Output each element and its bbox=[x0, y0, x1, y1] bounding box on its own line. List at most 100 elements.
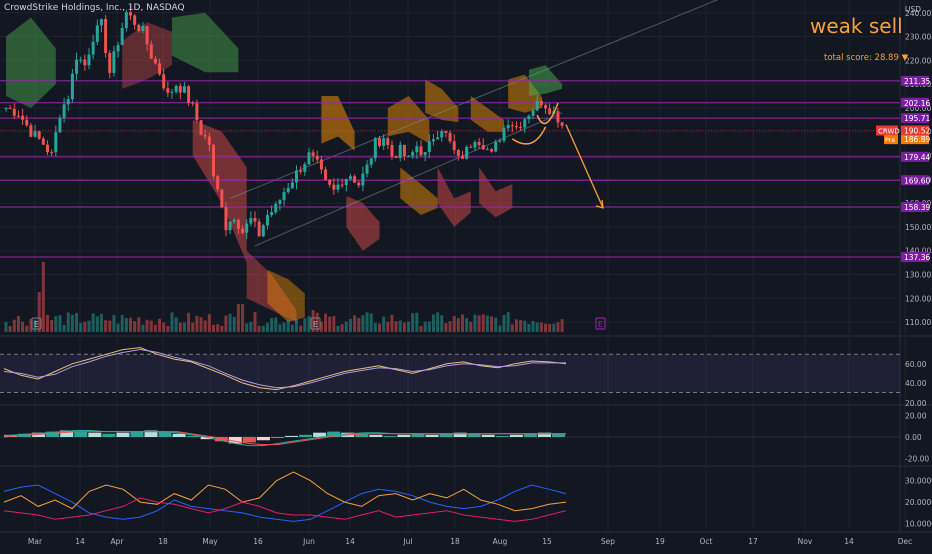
volume-bar bbox=[477, 315, 481, 332]
price-tick-label: 110.00 bbox=[905, 318, 931, 327]
volume-bar bbox=[419, 325, 423, 332]
volume-bar bbox=[469, 321, 473, 332]
volume-bar bbox=[257, 325, 261, 332]
volume-bar bbox=[158, 318, 162, 332]
volume-bar bbox=[519, 319, 523, 332]
candle-body bbox=[104, 19, 108, 53]
price-tick-label: 140.00 bbox=[905, 247, 931, 256]
volume-bar bbox=[145, 319, 149, 332]
volume-bar bbox=[182, 322, 186, 332]
volume-bar bbox=[4, 322, 8, 332]
candle-body bbox=[394, 156, 398, 159]
candle-body bbox=[66, 99, 70, 105]
volume-bar bbox=[87, 320, 91, 332]
candle-body bbox=[361, 173, 365, 186]
level-badge: 211.35 bbox=[901, 75, 930, 86]
volume-bar bbox=[328, 316, 332, 332]
directional-line bbox=[3, 471, 567, 512]
volume-bar bbox=[498, 325, 502, 332]
volume-bar bbox=[149, 320, 153, 332]
current-price-box bbox=[901, 125, 929, 136]
volume-bar bbox=[506, 312, 510, 332]
cloud-band bbox=[6, 17, 56, 108]
cloud-band bbox=[470, 96, 504, 132]
histogram-bar bbox=[102, 433, 116, 437]
time-tick-label: 19 bbox=[655, 537, 665, 546]
candle-body bbox=[548, 108, 552, 114]
volume-bar bbox=[548, 323, 552, 332]
candle-body bbox=[79, 59, 83, 61]
volume-bar bbox=[303, 318, 307, 332]
cloud-band bbox=[246, 250, 297, 323]
candle-body bbox=[21, 115, 25, 120]
candle-body bbox=[523, 119, 527, 128]
candle-body bbox=[95, 25, 99, 42]
volume-bar bbox=[295, 319, 298, 332]
volume-bar bbox=[394, 321, 398, 332]
directional-tick-label: 30.0000 bbox=[905, 477, 932, 486]
candle-body bbox=[436, 137, 440, 140]
volume-bar bbox=[174, 317, 178, 332]
candle-body bbox=[50, 152, 54, 154]
volume-bar bbox=[33, 319, 37, 332]
volume-bar bbox=[166, 325, 170, 332]
volume-bar bbox=[456, 318, 460, 332]
volume-bar bbox=[324, 313, 328, 332]
oscillator-tick-label: 40.00 bbox=[905, 379, 927, 388]
candle-body bbox=[506, 125, 510, 129]
volume-bar bbox=[16, 315, 20, 332]
cloud-band bbox=[192, 119, 247, 263]
candle-body bbox=[41, 138, 45, 145]
price-tick-label: 230.00 bbox=[905, 33, 931, 42]
time-tick-label: Nov bbox=[798, 537, 813, 546]
histogram-bar bbox=[509, 434, 523, 437]
histogram-bar bbox=[481, 434, 495, 437]
pullback-curve bbox=[536, 102, 559, 125]
candle-body bbox=[319, 159, 323, 170]
candle-body bbox=[195, 103, 199, 121]
volume-bar bbox=[224, 315, 228, 332]
candle-body bbox=[402, 144, 406, 157]
histogram-bar bbox=[130, 431, 144, 437]
candle-body bbox=[535, 100, 539, 111]
candle-body bbox=[29, 125, 33, 137]
volume-bar bbox=[12, 319, 16, 332]
volume-bar bbox=[490, 316, 494, 332]
volume-bar bbox=[199, 317, 203, 332]
candle-body bbox=[373, 138, 377, 159]
volume-bar bbox=[494, 317, 498, 332]
volume-bar bbox=[361, 315, 365, 332]
symbol-header[interactable]: CrowdStrike Holdings, Inc., 1D, NASDAQ bbox=[4, 3, 185, 13]
time-tick-label: Aug bbox=[493, 537, 508, 546]
volume-bar bbox=[510, 324, 514, 332]
histogram-tick-label: -20.00 bbox=[905, 455, 929, 464]
volume-bar bbox=[336, 325, 340, 332]
candle-body bbox=[253, 218, 257, 222]
volume-bar bbox=[386, 321, 390, 332]
volume-bar bbox=[402, 322, 406, 332]
volume-bar bbox=[79, 322, 83, 332]
channel-line-upper bbox=[229, 0, 719, 199]
level-badge-box bbox=[901, 113, 929, 124]
candle-body bbox=[124, 12, 128, 28]
candle-body bbox=[465, 146, 469, 159]
candle-body bbox=[33, 131, 37, 137]
time-tick-label: 14 bbox=[345, 537, 355, 546]
candle-body bbox=[58, 117, 62, 133]
volume-bar bbox=[340, 324, 344, 332]
cloud-band bbox=[172, 12, 239, 73]
volume-bar bbox=[8, 325, 12, 332]
candle-body bbox=[502, 128, 506, 141]
candle-body bbox=[166, 88, 170, 93]
candle-body bbox=[187, 86, 191, 103]
candle-body bbox=[99, 19, 103, 26]
candle-body bbox=[75, 59, 79, 74]
volume-bar bbox=[120, 314, 124, 332]
candle-body bbox=[83, 59, 87, 66]
time-tick-label: 16 bbox=[253, 537, 263, 546]
cloud-band bbox=[479, 167, 513, 218]
volume-bar bbox=[286, 319, 290, 332]
candle-body bbox=[311, 152, 315, 157]
